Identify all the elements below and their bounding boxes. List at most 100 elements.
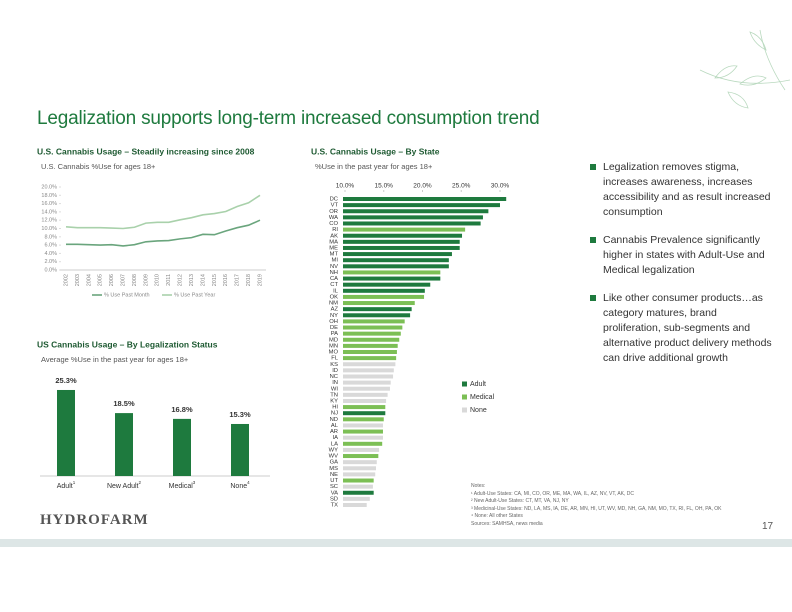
note: ¹ Adult-Use States: CA, MI, CO, OR, ME, …	[471, 490, 635, 497]
bar	[231, 423, 249, 476]
bar	[343, 417, 384, 422]
y-tick-label: DE	[330, 325, 338, 331]
y-tick-label: 18.0%	[41, 193, 57, 199]
bar	[343, 374, 394, 379]
x-tick-label: 25.0%	[452, 183, 471, 190]
x-tick-label: 2004	[86, 274, 92, 286]
x-tick-label: 2016	[223, 274, 229, 286]
bar	[343, 362, 396, 367]
y-tick-label: NM	[329, 301, 338, 307]
bar	[343, 221, 481, 226]
chart-title: U.S. Cannabis Usage – Steadily increasin…	[37, 146, 255, 156]
footer-band	[0, 539, 792, 547]
x-tick-label: 2007	[121, 274, 127, 286]
y-tick-label: AK	[330, 233, 338, 239]
y-tick-label: FL	[331, 356, 339, 362]
bar	[343, 478, 374, 483]
y-tick-label: SD	[330, 496, 338, 502]
footnote-mark: 4	[247, 480, 250, 485]
bar	[343, 264, 449, 269]
y-tick-label: 10.0%	[41, 226, 57, 232]
bar	[343, 490, 374, 495]
bullet: Cannabis Prevalence significantly higher…	[590, 233, 775, 278]
y-tick-label: IA	[333, 435, 339, 441]
bar	[343, 454, 379, 459]
bar	[343, 282, 431, 287]
bar	[343, 343, 398, 348]
y-tick-label: TX	[331, 503, 339, 509]
x-tick-label: 10.0%	[336, 183, 355, 190]
note: ³ Medicinal-Use States: ND, LA, MS, IA, …	[471, 505, 722, 512]
y-tick-label: MT	[330, 252, 339, 258]
chart-title: US Cannabis Usage – By Legalization Stat…	[37, 339, 218, 349]
y-tick-label: 4.0%	[44, 251, 57, 257]
bar	[343, 215, 483, 220]
bar	[343, 441, 383, 446]
bar	[343, 331, 401, 336]
bar	[343, 313, 411, 318]
y-tick-label: 16.0%	[41, 201, 57, 207]
x-tick-label: 2011	[166, 274, 172, 286]
notes: Notes: ¹ Adult-Use States: CA, MI, CO, O…	[471, 483, 722, 528]
legend-label: Adult	[470, 381, 486, 388]
bar	[343, 350, 397, 354]
bar	[343, 398, 387, 403]
value-label: 15.3%	[229, 410, 251, 419]
legend-swatch	[462, 381, 467, 387]
bar	[343, 411, 386, 416]
bar	[343, 288, 425, 293]
note: ⁴ None: All other States	[471, 513, 523, 519]
legend-label: None	[470, 407, 487, 414]
bar	[115, 413, 133, 476]
bar	[343, 245, 460, 250]
x-tick-label: 2015	[212, 274, 218, 286]
bar	[343, 276, 441, 281]
y-tick-label: AL	[331, 423, 339, 429]
y-tick-label: WY	[329, 447, 338, 453]
y-tick-label: 14.0%	[41, 209, 57, 215]
bar	[173, 418, 191, 476]
y-tick-label: HI	[332, 405, 338, 411]
y-tick-label: MO	[329, 350, 339, 356]
y-tick-label: CO	[329, 221, 338, 227]
bar	[343, 203, 500, 208]
y-tick-label: AR	[330, 429, 338, 435]
category-name: New Adult	[107, 483, 139, 490]
y-tick-label: MS	[329, 466, 338, 472]
y-tick-label: IL	[333, 288, 339, 294]
bar	[343, 496, 370, 501]
bar	[343, 472, 376, 477]
bar	[343, 447, 380, 452]
y-tick-label: NY	[330, 313, 338, 319]
y-tick-label: ID	[332, 368, 338, 374]
note: Sources: SAMHSA, news media	[471, 520, 543, 527]
y-tick-label: MN	[329, 343, 338, 349]
bar	[343, 368, 394, 373]
y-tick-label: WI	[331, 386, 338, 392]
bar	[343, 423, 383, 428]
page-number: 17	[762, 521, 774, 532]
bar	[343, 466, 376, 471]
bar	[343, 325, 403, 330]
category-name: Medical	[169, 483, 194, 490]
y-tick-label: WV	[329, 454, 338, 460]
legend-swatch	[462, 407, 467, 413]
y-tick-label: MD	[329, 337, 338, 343]
bar	[343, 392, 388, 397]
bar	[343, 319, 405, 324]
y-tick-label: DC	[330, 197, 338, 203]
y-tick-label: RI	[332, 227, 338, 233]
category-name: Adult	[57, 483, 73, 490]
bar	[343, 307, 412, 312]
x-tick-label: 30.0%	[491, 183, 510, 190]
bar	[343, 460, 377, 465]
logo: HYDROFARM	[40, 512, 149, 528]
y-tick-label: 20.0%	[41, 184, 57, 190]
x-tick-label: 20.0%	[413, 183, 432, 190]
x-tick-label: 2018	[246, 274, 252, 286]
y-tick-label: KY	[330, 398, 338, 404]
y-tick-label: IN	[332, 380, 338, 386]
x-tick-label: 2005	[98, 274, 104, 286]
bullet: Legalization removes stigma, increases a…	[590, 160, 775, 220]
y-tick-label: OR	[329, 209, 338, 215]
